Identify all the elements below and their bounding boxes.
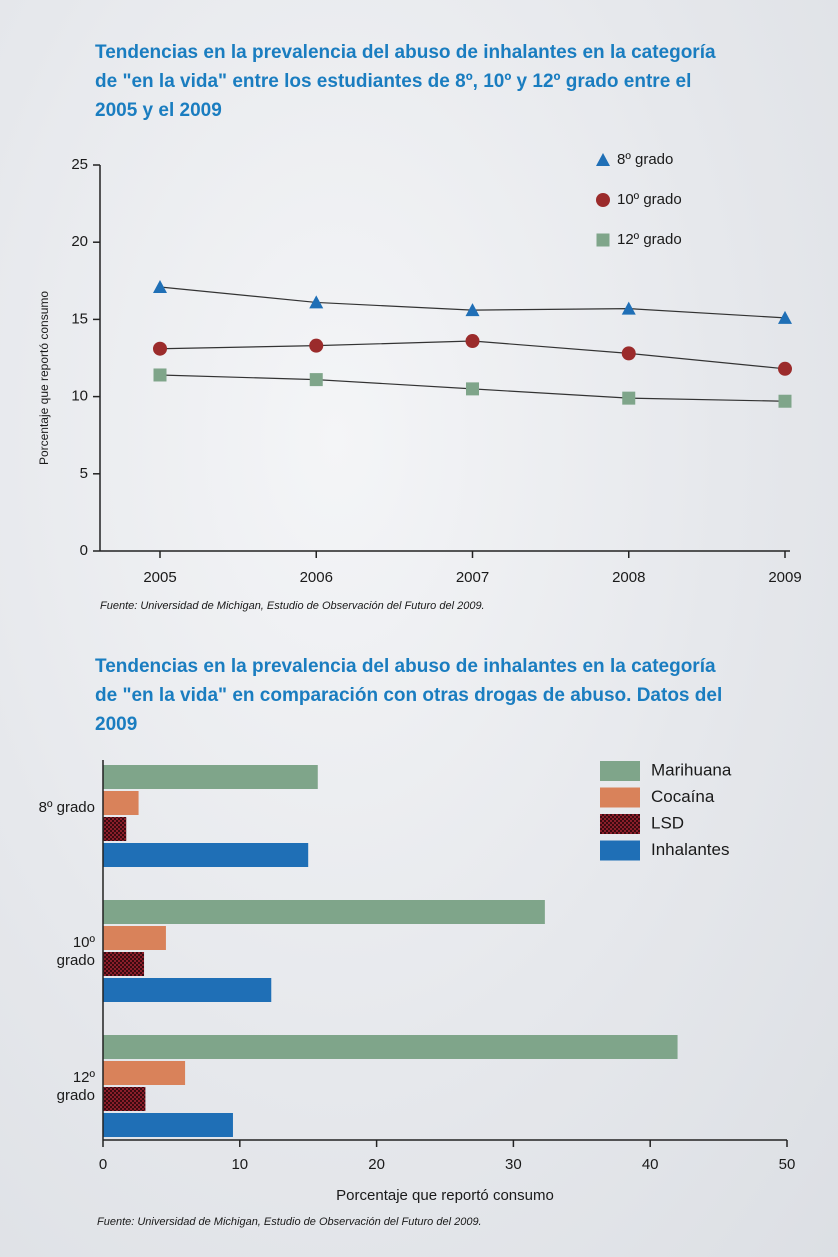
marker [309, 339, 323, 353]
legend-label: 8º grado [617, 151, 673, 168]
bar [103, 817, 126, 841]
y-tick-label: 0 [80, 542, 88, 559]
x-axis-label: Porcentaje que reportó consumo [336, 1187, 554, 1204]
marker [596, 153, 610, 166]
x-tick-label: 2008 [612, 569, 645, 586]
x-tick-label: 0 [99, 1156, 107, 1173]
y-tick-label: 10 [71, 388, 88, 405]
marker [779, 395, 792, 408]
legend-swatch [600, 788, 640, 808]
marker [153, 342, 167, 356]
bar [103, 1087, 145, 1111]
source-note: Fuente: Universidad de Michigan, Estudio… [97, 1216, 482, 1228]
bar [103, 900, 545, 924]
page: Tendencias en la prevalencia del abuso d… [0, 0, 838, 1257]
bar [103, 978, 271, 1002]
y-tick-label: 5 [80, 465, 88, 482]
marker [310, 373, 323, 386]
x-tick-label: 2006 [300, 569, 333, 586]
x-tick-label: 2005 [143, 569, 176, 586]
legend-label: Cocaína [651, 787, 715, 806]
x-tick-label: 30 [505, 1156, 522, 1173]
marker [778, 362, 792, 376]
bar [103, 791, 139, 815]
marker [597, 234, 610, 247]
marker [622, 346, 636, 360]
bar [103, 1061, 185, 1085]
bar [103, 926, 166, 950]
legend-label: 12º grado [617, 231, 682, 248]
x-tick-label: 20 [368, 1156, 385, 1173]
y-tick-label: 20 [71, 233, 88, 250]
bar [103, 1113, 233, 1137]
y-tick-label: 25 [71, 156, 88, 173]
x-tick-label: 2007 [456, 569, 489, 586]
marker [596, 193, 610, 207]
marker [154, 368, 167, 381]
source-note: Fuente: Universidad de Michigan, Estudio… [100, 600, 485, 612]
legend-label: Inhalantes [651, 840, 729, 859]
charts: 0 5 10 15 20 25 2005 2006 2007 2008 2009 Porcentaje… [0, 0, 838, 1257]
marker [466, 382, 479, 395]
y-tick-label: 12º grado [35, 1069, 95, 1105]
marker [153, 280, 167, 293]
y-axis-label: Porcentaje que reportó consumo [37, 291, 51, 465]
bar [103, 843, 308, 867]
x-tick-label: 50 [779, 1156, 796, 1173]
bar [103, 952, 144, 976]
marker [466, 334, 480, 348]
legend-label: Marihuana [651, 760, 732, 779]
legend-label: 10º grado [617, 191, 682, 208]
x-tick-label: 10 [231, 1156, 248, 1173]
y-tick-label: 8º grado [35, 799, 95, 817]
x-tick-label: 40 [642, 1156, 659, 1173]
y-tick-label: 15 [71, 310, 88, 327]
bar [103, 1035, 678, 1059]
legend-swatch [600, 814, 640, 834]
legend-label: LSD [651, 813, 684, 832]
bar [103, 765, 318, 789]
y-tick-label: 10º grado [35, 934, 95, 970]
legend-swatch [600, 761, 640, 781]
legend-swatch [600, 841, 640, 861]
marker [622, 392, 635, 405]
x-tick-label: 2009 [768, 569, 801, 586]
